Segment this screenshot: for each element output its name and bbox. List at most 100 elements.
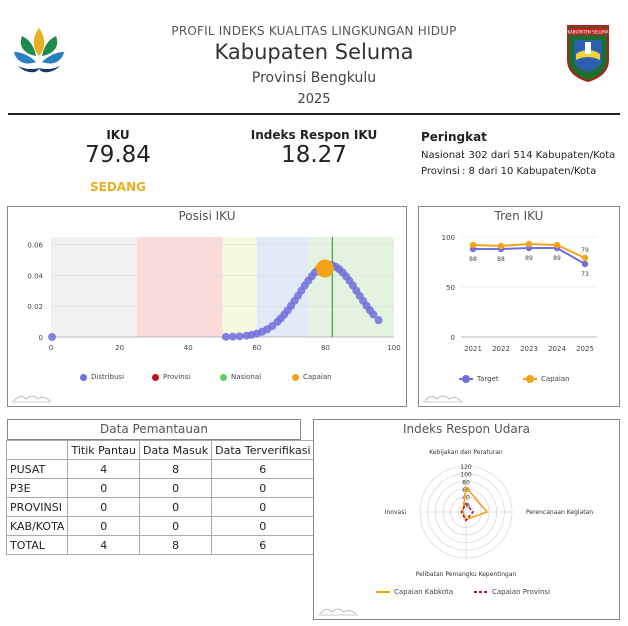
klhk-logo <box>8 22 70 84</box>
x-tick-label: 80 <box>321 344 330 352</box>
target-data-label: 89 <box>525 255 533 262</box>
x-tick-label: 60 <box>252 344 261 352</box>
x-tick-label: 20 <box>115 344 124 352</box>
rank-nasional-value: : 302 dari 514 Kabupaten/Kota <box>462 150 616 161</box>
target-point <box>581 260 589 268</box>
distribusi-point <box>369 310 378 319</box>
y-tick-label: 0 <box>39 334 43 342</box>
posisi-iku-chart: 0 0.02 0.04 0.06 0 20 40 60 80 100 <box>27 237 401 352</box>
y-tick-label: 0.04 <box>27 272 43 280</box>
tren-iku-chart: 0 50 100 2021 2022 2023 2024 2025 88 88 89 89 73 79 <box>442 234 597 353</box>
target-data-label: 88 <box>469 256 477 263</box>
x-tick-label: 2023 <box>520 345 538 353</box>
y-tick-label: 0 <box>451 334 455 342</box>
radar-axis-label: Kebijakan dan Peraturan <box>429 449 503 456</box>
cell-titik-pantau: 0 <box>67 478 141 498</box>
provinsi-dot-icon <box>152 373 159 381</box>
radar-axis-label: Inovasi <box>385 509 407 516</box>
x-tick-label: 40 <box>184 344 193 352</box>
table-row: PUSAT 4 8 6 <box>5 459 315 479</box>
legend-capaian-provinsi[interactable]: Capaian Provinsi <box>474 588 550 596</box>
row-label: PROVINSI <box>5 497 69 517</box>
provinsi-dash-icon <box>474 591 488 593</box>
cell-titik-pantau: 0 <box>67 497 141 517</box>
x-tick-label: 2022 <box>492 345 510 353</box>
x-tick-label: 2021 <box>464 345 482 353</box>
table-row: KAB/KOTA 0 0 0 <box>5 516 315 536</box>
rank-label: Peringkat <box>421 130 487 144</box>
table-header-row: Titik Pantau Data Masuk Data Terverifika… <box>5 440 315 460</box>
cell-data-terverifikasi: 6 <box>211 459 315 479</box>
table-header-cell: Titik Pantau <box>67 440 141 460</box>
legend-distribusi-label: Distribusi <box>91 373 125 381</box>
capaian-dot-icon <box>292 373 299 381</box>
cell-data-terverifikasi: 0 <box>211 516 315 536</box>
target-data-label: 73 <box>581 271 589 278</box>
rank-nasional-key: Nasional <box>421 150 464 161</box>
cell-data-terverifikasi: 0 <box>211 478 315 498</box>
posisi-iku-title: Posisi IKU <box>178 209 236 223</box>
distribusi-point <box>221 332 230 341</box>
legend-nasional-label: Nasional <box>231 373 262 381</box>
distribusi-point <box>228 332 237 341</box>
legend-capaian[interactable]: Capaian <box>292 373 332 381</box>
cell-data-terverifikasi: 0 <box>211 497 315 517</box>
legend-capaian-tren[interactable]: Capaian <box>523 375 570 383</box>
seluma-emblem: KABUPATEN SELUMA <box>566 24 610 83</box>
table-row-total: TOTAL 4 8 6 <box>5 535 315 555</box>
respon-value: 18.27 <box>281 142 347 168</box>
row-label: PUSAT <box>5 459 69 479</box>
rank-provinsi-key: Provinsi <box>421 166 460 177</box>
target-line-icon <box>459 375 473 383</box>
row-label: KAB/KOTA <box>5 516 69 536</box>
data-pemantauan-title: Data Pemantauan <box>100 422 208 436</box>
year-label: 2025 <box>297 92 331 107</box>
legend-nasional[interactable]: Nasional <box>220 373 261 381</box>
iku-value: 79.84 <box>85 142 151 168</box>
radar-axis-label: Perencanaan Kegiatan <box>526 509 593 516</box>
header-divider <box>8 113 620 115</box>
legend-capaian-tren-label: Capaian <box>541 375 570 383</box>
distribusi-point <box>235 332 244 341</box>
capaian-point <box>469 241 477 249</box>
legend-capaian-kabkota[interactable]: Capaian Kabkota <box>376 588 453 596</box>
x-tick-label: 0 <box>49 344 53 352</box>
report-kicker: PROFIL INDEKS KUALITAS LINGKUNGAN HIDUP <box>171 24 457 38</box>
table-header-cell <box>5 440 69 460</box>
tren-iku-panel: Tren IKU 0 50 100 2021 2022 2023 2024 2025 88 88 8… <box>418 206 620 407</box>
posisi-iku-panel: Posisi IKU 0 0.02 0.04 0.06 0 20 40 60 80 100 Dis… <box>7 206 407 407</box>
province-label: Provinsi Bengkulu <box>251 70 377 86</box>
table-row: PROVINSI 0 0 0 <box>5 497 315 517</box>
legend-provinsi-label: Provinsi <box>163 373 191 381</box>
legend-capaian-kabkota-label: Capaian Kabkota <box>394 588 454 596</box>
capaian-point <box>497 242 505 250</box>
capaian-point <box>581 254 589 262</box>
legend-provinsi[interactable]: Provinsi <box>152 373 190 381</box>
capaian-line-icon <box>523 375 537 383</box>
cell-data-masuk: 0 <box>139 516 213 536</box>
y-tick-label: 100 <box>442 234 455 242</box>
nasional-dot-icon <box>220 373 227 381</box>
radar-axis-label: Pelibatan Pemangku Kepentingan <box>416 571 517 578</box>
y-tick-label: 0.02 <box>27 303 43 311</box>
svg-text:KABUPATEN SELUMA: KABUPATEN SELUMA <box>568 30 609 35</box>
cell-data-masuk: 8 <box>139 459 213 479</box>
legend-capaian-provinsi-label: Capaian Provinsi <box>492 588 551 596</box>
table-header-cell: Data Terverifikasi <box>211 440 315 460</box>
legend-target[interactable]: Target <box>459 375 499 383</box>
category-band <box>51 237 137 337</box>
row-label: P3E <box>5 478 69 498</box>
capaian-point <box>315 259 334 278</box>
row-label: TOTAL <box>5 535 69 555</box>
cell-data-masuk: 0 <box>139 478 213 498</box>
radar-provinsi-series <box>460 502 474 522</box>
target-data-label: 89 <box>553 255 561 262</box>
distribusi-point <box>374 316 383 325</box>
cell-titik-pantau: 0 <box>67 516 141 536</box>
cell-data-masuk: 0 <box>139 497 213 517</box>
legend-distribusi[interactable]: Distribusi <box>80 373 124 381</box>
category-band <box>222 237 257 337</box>
y-tick-label: 0.06 <box>27 242 43 250</box>
respon-udara-title: Indeks Respon Udara <box>402 422 530 436</box>
